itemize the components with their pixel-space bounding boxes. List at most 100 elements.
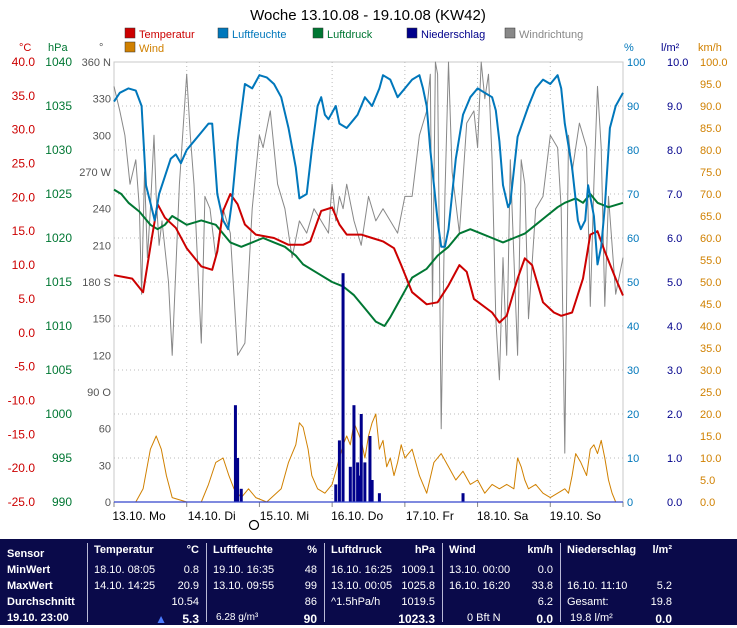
temp-tick-label: -20.0 bbox=[8, 461, 36, 475]
rain-bar bbox=[239, 488, 243, 502]
pressure-tick-label: 1015 bbox=[45, 275, 72, 289]
rain-bar bbox=[337, 440, 341, 502]
chart-title: Woche 13.10.08 - 19.10.08 (KW42) bbox=[250, 7, 486, 24]
temp-tick-label: 5.0 bbox=[18, 292, 35, 306]
temp-title: Temperatur bbox=[94, 544, 154, 556]
wind-tick-label: 65.0 bbox=[700, 211, 721, 223]
temp-axis-unit: °C bbox=[19, 42, 31, 54]
day-label: 16.10. Do bbox=[331, 509, 383, 523]
wind-tick-label: 25.0 bbox=[700, 387, 721, 399]
wind-tick-label: 10.0 bbox=[700, 453, 721, 465]
wind-tick-label: 5.0 bbox=[700, 475, 715, 487]
pressure-current: 1023.3 bbox=[398, 612, 435, 626]
pressure-min-time: 16.10. 16:25 bbox=[331, 564, 393, 576]
rain-axis-unit: l/m² bbox=[661, 42, 680, 54]
legend-label: Luftfeuchte bbox=[232, 29, 286, 41]
wind-tick-label: 100.0 bbox=[700, 57, 728, 69]
temp-tick-label: -5.0 bbox=[14, 360, 35, 374]
humidity-tick-label: 60 bbox=[627, 233, 639, 245]
wind-tick-label: 15.0 bbox=[700, 431, 721, 443]
pressure-axis-unit: hPa bbox=[48, 42, 68, 54]
temp-tick-label: 15.0 bbox=[12, 224, 36, 238]
day-label: 19.10. So bbox=[550, 509, 602, 523]
rain-bar bbox=[370, 480, 374, 502]
direction-tick-label: 30 bbox=[99, 460, 111, 472]
temp-unit: °C bbox=[186, 544, 199, 556]
wind-max-time: 16.10. 16:20 bbox=[449, 580, 511, 592]
pressure-min: 1009.1 bbox=[401, 564, 435, 576]
direction-tick-label: 0 bbox=[105, 497, 111, 509]
series-line-luftdruck bbox=[113, 188, 624, 327]
humidity-tick-label: 100 bbox=[627, 57, 645, 69]
rain-total-label: Gesamt: bbox=[567, 596, 609, 608]
humidity-title: Luftfeuchte bbox=[213, 544, 273, 556]
wind-tick-label: 55.0 bbox=[700, 255, 721, 267]
rain-title: Niederschlag bbox=[567, 544, 637, 556]
rain-tick-label: 3.0 bbox=[667, 365, 682, 377]
pressure-tick-label: 1025 bbox=[45, 187, 72, 201]
day-label: 15.10. Mi bbox=[260, 509, 309, 523]
pressure-tick-label: 1000 bbox=[45, 407, 72, 421]
humidity-tick-label: 20 bbox=[627, 409, 639, 421]
pressure-tick-label: 1010 bbox=[45, 319, 72, 333]
temp-min-time: 18.10. 08:05 bbox=[94, 564, 156, 576]
wind-current: 0.0 bbox=[536, 612, 553, 626]
pressure-title: Luftdruck bbox=[331, 544, 382, 556]
legend-swatch bbox=[124, 27, 136, 39]
rain-bar bbox=[363, 462, 367, 502]
axis-labels: 40.0 35.0 30.0 25.0 20.0 15.0 10.0 5.0 0.0 -5.0 -1… bbox=[8, 42, 728, 530]
legend-label: Windrichtung bbox=[519, 29, 583, 41]
pressure-max-time: 13.10. 00:05 bbox=[331, 580, 393, 592]
temp-tick-label: -25.0 bbox=[8, 495, 36, 509]
wind-tick-label: 20.0 bbox=[700, 409, 721, 421]
wind-tick-label: 60.0 bbox=[700, 233, 721, 245]
rain-tick-label: 7.0 bbox=[667, 189, 682, 201]
wind-tick-label: 0.0 bbox=[700, 497, 715, 509]
wind-axis-unit: km/h bbox=[698, 42, 722, 54]
pressure-tick-label: 1035 bbox=[45, 99, 72, 113]
direction-tick-label: 300 bbox=[93, 130, 111, 142]
legend-label: Temperatur bbox=[139, 29, 195, 41]
plot-area bbox=[113, 61, 624, 503]
pressure-tick-label: 995 bbox=[52, 451, 72, 465]
temp-avg: 10.54 bbox=[171, 596, 199, 608]
humidity-max-time: 13.10. 09:55 bbox=[213, 580, 275, 592]
rain-bar bbox=[368, 436, 372, 502]
rain-bar bbox=[461, 493, 465, 502]
legend-swatch bbox=[217, 27, 229, 39]
legend-swatch bbox=[406, 27, 418, 39]
temp-tick-label: 0.0 bbox=[18, 326, 35, 340]
direction-tick-label: 330 bbox=[93, 94, 111, 106]
legend-label: Niederschlag bbox=[421, 29, 485, 41]
wind-min-time: 13.10. 00:00 bbox=[449, 564, 511, 576]
rain-unit: l/m² bbox=[652, 544, 672, 556]
wind-min: 0.0 bbox=[537, 564, 553, 576]
label-sensor: Sensor bbox=[7, 548, 45, 560]
direction-tick-label: 270 W bbox=[79, 167, 111, 179]
wind-unit: km/h bbox=[527, 544, 553, 556]
humidity-axis-unit: % bbox=[624, 42, 634, 54]
rain-bar bbox=[233, 405, 237, 502]
wind-tick-label: 90.0 bbox=[700, 101, 721, 113]
wind-tick-label: 40.0 bbox=[700, 321, 721, 333]
pressure-avg: 1019.5 bbox=[401, 596, 435, 608]
rain-tick-label: 0.0 bbox=[667, 497, 682, 509]
rain-tick-label: 9.0 bbox=[667, 101, 682, 113]
humidity-tick-label: 40 bbox=[627, 321, 639, 333]
label-maxwert: MaxWert bbox=[7, 580, 53, 592]
direction-tick-label: 60 bbox=[99, 424, 111, 436]
pressure-tick-label: 1020 bbox=[45, 231, 72, 245]
humidity-absolute: 6.28 g/m³ bbox=[216, 612, 259, 623]
rain-week: 19.8 l/m² bbox=[570, 612, 613, 624]
rain-max-time: 16.10. 11:10 bbox=[567, 580, 628, 592]
day-label: 18.10. Sa bbox=[477, 509, 529, 523]
rain-tick-label: 2.0 bbox=[667, 409, 682, 421]
wind-title: Wind bbox=[449, 544, 476, 556]
wind-beaufort: 0 Bft N bbox=[467, 612, 501, 624]
temp-tick-label: -10.0 bbox=[8, 393, 36, 407]
humidity-unit: % bbox=[307, 544, 317, 556]
direction-tick-label: 90 O bbox=[87, 387, 111, 399]
label-minwert: MinWert bbox=[7, 564, 51, 576]
rain-current: 0.0 bbox=[655, 612, 672, 626]
humidity-current: 90 bbox=[303, 612, 317, 626]
